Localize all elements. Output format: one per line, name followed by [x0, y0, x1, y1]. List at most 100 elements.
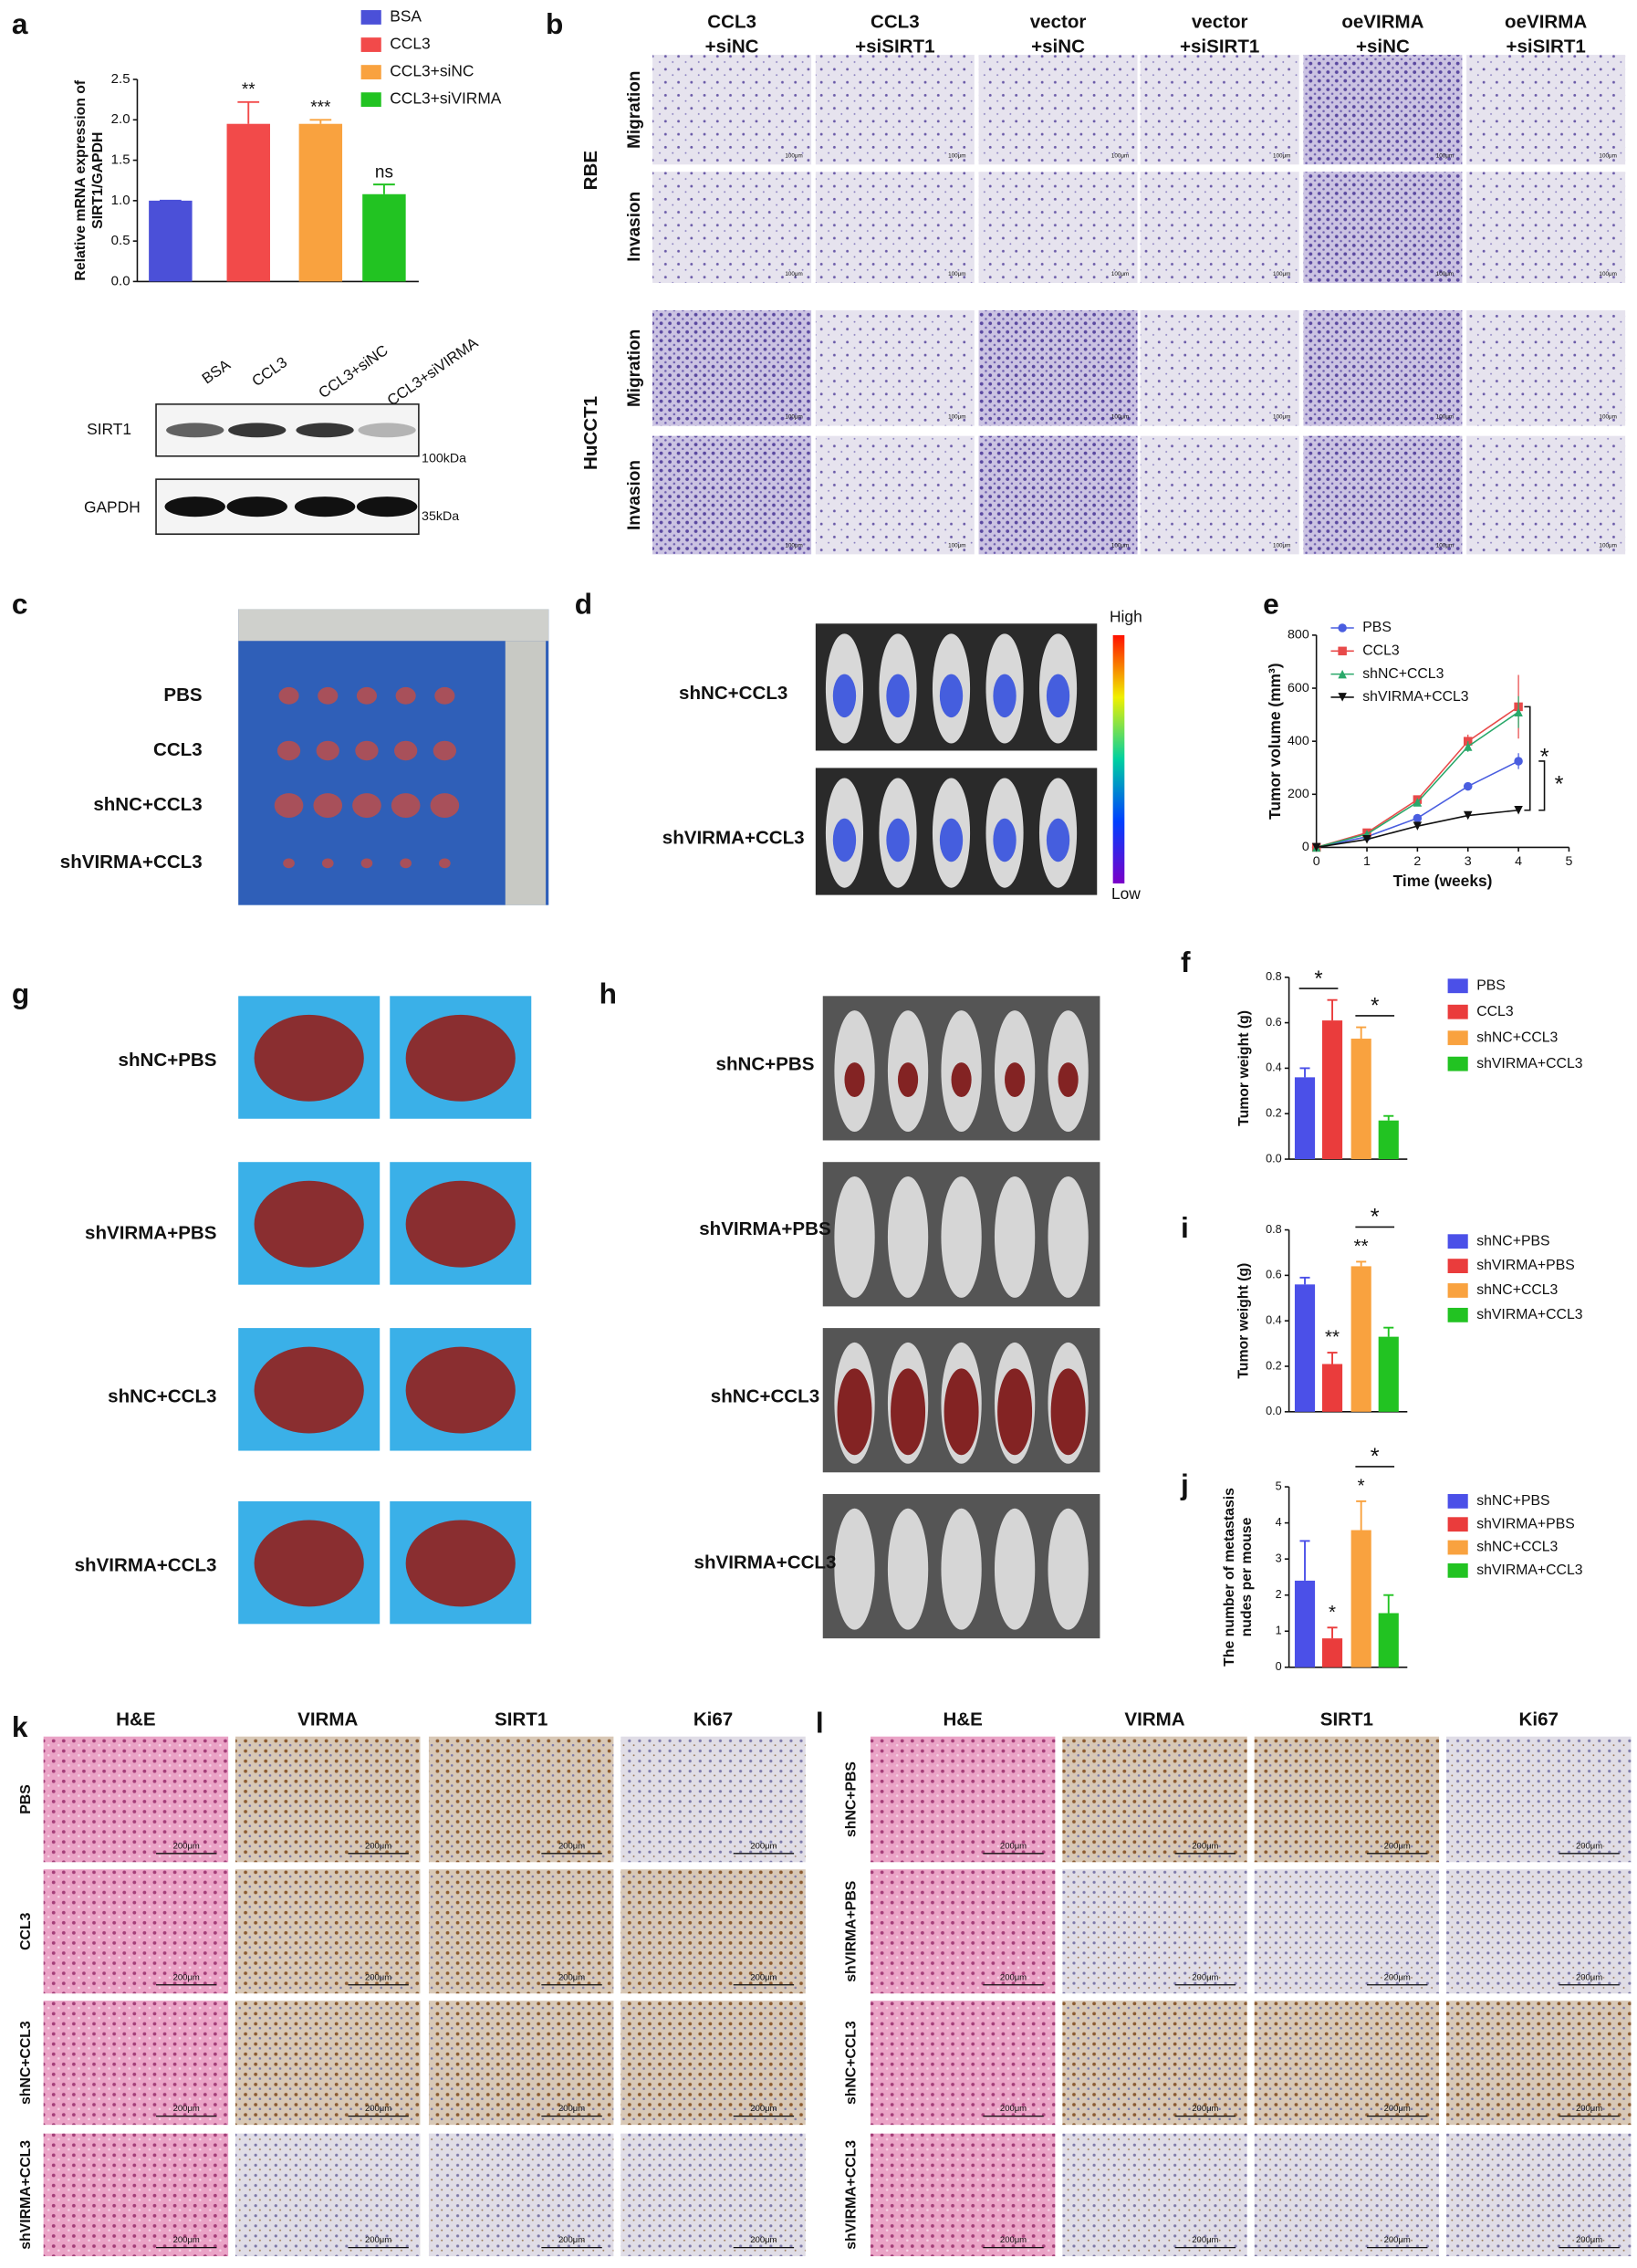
scale-bar-label: 200μm: [173, 1841, 200, 1851]
mw-marker: 35kDa: [422, 509, 459, 524]
group-label: shNC+CCL3: [18, 2021, 34, 2105]
micrograph: [235, 2133, 421, 2257]
signal: [1050, 1368, 1086, 1456]
bar: [1321, 1638, 1343, 1667]
tumor: [433, 740, 457, 761]
scale-bar-label: 100μm: [1599, 152, 1616, 159]
y-tick-label: 0.2: [1266, 1359, 1282, 1372]
tumor: [430, 793, 460, 818]
scale-bar-label: 200μm: [173, 1972, 200, 1982]
legend-swatch: [1447, 1517, 1468, 1532]
scale-bar-label: 100μm: [785, 152, 802, 159]
bar: [1294, 1077, 1316, 1160]
scale-bar-label: 200μm: [1576, 1972, 1602, 1982]
scale-bar-label: 200μm: [365, 2235, 391, 2245]
scale-bar-label: 200μm: [1000, 1841, 1027, 1851]
tumor: [360, 858, 373, 869]
signal: [832, 818, 857, 862]
scale-bar-label: 200μm: [1384, 2104, 1411, 2114]
scale-bar-label: 100μm: [1273, 152, 1290, 159]
group-label: shVIRMA+PBS: [844, 1881, 860, 1982]
stain-header: VIRMA: [1124, 1709, 1184, 1730]
significance-bracket: [1524, 705, 1531, 811]
scale-bar-label: 200μm: [365, 1972, 391, 1982]
scale-bar-label: 100μm: [1111, 152, 1129, 159]
tumor: [276, 740, 301, 761]
group-label: shNC+PBS: [844, 1761, 860, 1837]
column-header: +siSIRT1: [1506, 37, 1585, 57]
group-label: shNC+CCL3: [93, 794, 202, 815]
micrograph: [43, 2001, 229, 2126]
micrograph: [1254, 2001, 1440, 2126]
column-header: +siSIRT1: [855, 37, 934, 57]
color-scale: [1112, 634, 1125, 883]
signal: [886, 818, 910, 862]
legend-swatch: [1447, 1259, 1468, 1273]
mouse: [1048, 1508, 1089, 1630]
stain-header: Ki67: [693, 1709, 733, 1730]
panel-label: g: [12, 977, 29, 1010]
legend-swatch: [1447, 1004, 1468, 1019]
scale-bar-label: 100μm: [785, 543, 802, 549]
point: [1413, 821, 1423, 831]
legend-swatch: [360, 65, 381, 79]
significance-label: *: [1314, 967, 1322, 991]
panel-label: l: [816, 1706, 824, 1739]
bar: [1350, 1039, 1371, 1160]
micrograph: [652, 435, 812, 555]
scale-bar-label: 200μm: [1192, 1841, 1218, 1851]
micrograph: [652, 55, 812, 165]
micrograph: [1303, 310, 1463, 426]
column-header: vector: [1192, 12, 1248, 33]
signal: [944, 1368, 979, 1456]
liver: [405, 1014, 516, 1102]
micrograph: [978, 172, 1138, 283]
scale-bar-label: 100μm: [948, 152, 965, 159]
scale-bar-label: 100μm: [1111, 271, 1129, 277]
assay-label: Invasion: [625, 192, 644, 262]
band: [228, 423, 287, 438]
group-label: shVIRMA+CCL3: [60, 852, 203, 873]
point: [1463, 742, 1473, 751]
tumor: [434, 686, 455, 705]
stain-header: SIRT1: [1320, 1709, 1373, 1730]
y-axis-label: Tumor volume (mm³): [1266, 663, 1284, 820]
legend-label: shVIRMA+CCL3: [1476, 1563, 1583, 1578]
y-axis-label: Tumor weight (g): [1236, 1010, 1252, 1126]
legend-swatch: [1447, 1307, 1468, 1322]
micrograph: [870, 2001, 1056, 2126]
signal: [939, 818, 964, 862]
signal: [1046, 818, 1070, 862]
significance-label: *: [1540, 745, 1549, 770]
point: [1463, 781, 1473, 791]
bar: [226, 123, 270, 282]
assay-label: Invasion: [625, 460, 644, 530]
mouse: [1048, 1176, 1089, 1298]
micrograph: [870, 1736, 1056, 1863]
scale-bar-label: 100μm: [785, 414, 802, 421]
y-tick-label: 0.2: [1266, 1107, 1282, 1120]
point: [1463, 810, 1473, 820]
y-tick-label: 2.5: [111, 71, 130, 87]
stain-header: H&E: [943, 1709, 982, 1730]
x-tick-label: 0: [1313, 854, 1320, 869]
bar: [149, 200, 193, 282]
significance-bracket: [1538, 760, 1546, 811]
column-header: +siNC: [705, 37, 759, 57]
lane-label: CCL3+siVIRMA: [384, 333, 482, 409]
tumor: [356, 686, 378, 705]
liver: [405, 1346, 516, 1434]
tumor: [439, 858, 451, 869]
liver: [254, 1014, 364, 1102]
mouse: [834, 1176, 875, 1298]
group-label: shVIRMA+CCL3: [844, 2140, 860, 2250]
signal: [951, 1062, 972, 1098]
micrograph: [978, 310, 1138, 426]
liver: [405, 1180, 516, 1268]
mouse: [994, 1176, 1036, 1298]
legend-swatch: [1447, 978, 1468, 994]
tumor: [318, 686, 339, 705]
y-tick-label: 200: [1288, 787, 1309, 801]
legend-label: shVIRMA+PBS: [1476, 1258, 1575, 1273]
scale-bar-label: 100μm: [1599, 414, 1616, 421]
